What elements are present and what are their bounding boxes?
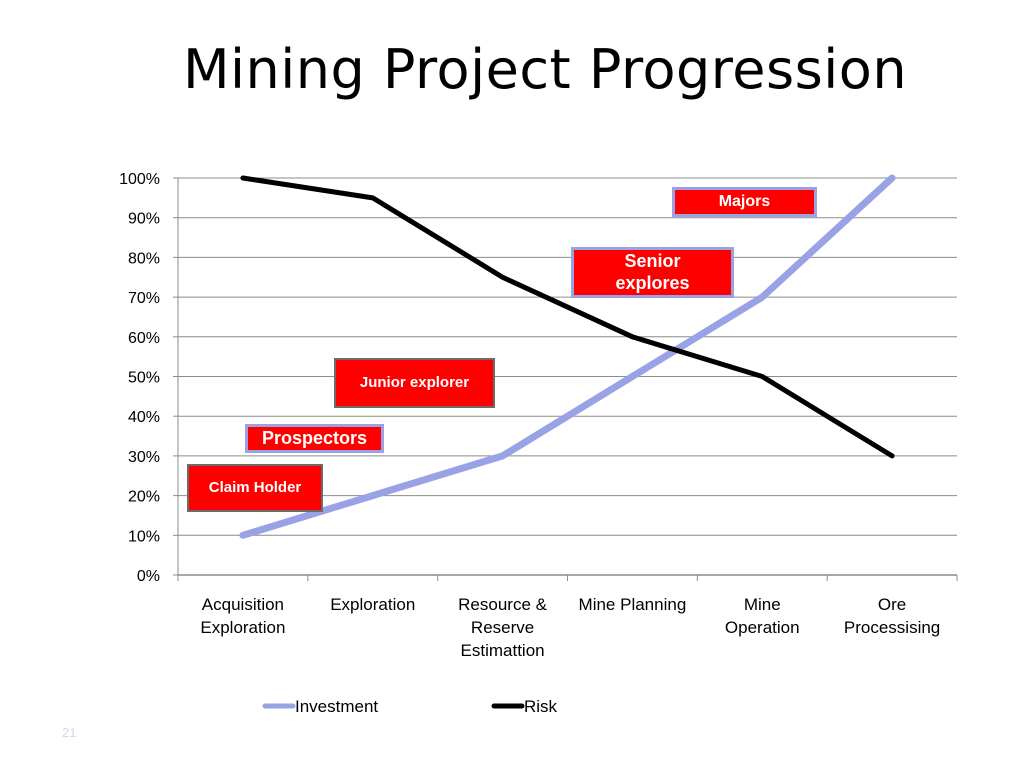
series-line-investment bbox=[239, 174, 896, 539]
y-axis: 0% 10% 20% 30% 40% 50% 60% 70% 80% 90% 100% bbox=[119, 171, 179, 585]
x-axis: Acquisition Exploration Exploration Resourc… bbox=[177, 574, 958, 660]
callout-junior-explorer: Junior explorer bbox=[334, 358, 495, 408]
y-tick-label: 40% bbox=[128, 409, 160, 426]
callout-claim-holder: Claim Holder bbox=[187, 464, 323, 512]
x-tick-label: Acquisition Exploration bbox=[200, 595, 285, 637]
y-tick-label: 80% bbox=[128, 250, 160, 267]
chart-gridlines bbox=[178, 177, 957, 536]
y-tick-label: 10% bbox=[128, 528, 160, 545]
x-tick-label: Mine Operation bbox=[725, 595, 800, 637]
y-tick-label: 60% bbox=[128, 330, 160, 347]
legend-label: Risk bbox=[524, 697, 558, 716]
callout-majors: Majors bbox=[672, 187, 817, 217]
y-tick-label: 30% bbox=[128, 449, 160, 466]
callout-prospectors: Prospectors bbox=[245, 424, 384, 453]
x-tick-label: Ore Processising bbox=[844, 595, 940, 637]
y-tick-label: 0% bbox=[137, 568, 160, 585]
callout-senior-explores: Senior explores bbox=[571, 247, 734, 298]
y-tick-label: 70% bbox=[128, 290, 160, 307]
x-tick-label: Mine Planning bbox=[579, 595, 687, 614]
series-line-risk bbox=[240, 175, 895, 459]
legend-label: Investment bbox=[295, 697, 378, 716]
x-tick-label: Exploration bbox=[330, 595, 415, 614]
y-tick-label: 20% bbox=[128, 489, 160, 506]
x-tick-label: Resource & Reserve Estimattion bbox=[458, 595, 547, 660]
y-tick-label: 90% bbox=[128, 211, 160, 228]
chart-legend: Investment Risk bbox=[262, 697, 558, 716]
y-tick-label: 100% bbox=[119, 171, 160, 188]
y-tick-label: 50% bbox=[128, 370, 160, 387]
slide-number: 21 bbox=[62, 725, 77, 740]
chart-lines bbox=[239, 174, 896, 539]
slide-title: Mining Project Progression bbox=[182, 38, 908, 101]
